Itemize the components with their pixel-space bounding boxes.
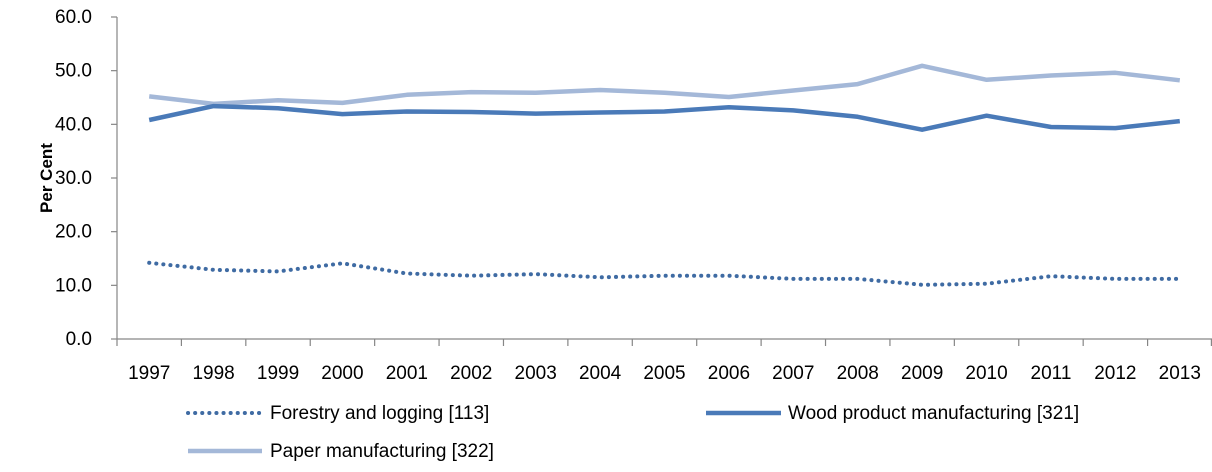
data-point-0-13 bbox=[984, 282, 988, 286]
data-point-2-13 bbox=[984, 78, 988, 82]
y-tick-label: 30.0 bbox=[55, 168, 92, 189]
data-point-2-11 bbox=[856, 82, 860, 86]
x-axis-ticks: 1997 1998 1999 2000 2001 2002 2003 2004 2005 2006… bbox=[116, 339, 1212, 384]
data-point-0-7 bbox=[598, 275, 602, 279]
data-point-1-4 bbox=[405, 109, 409, 113]
data-point-0-10 bbox=[791, 277, 795, 281]
data-point-0-14 bbox=[1049, 274, 1053, 278]
data-point-1-14 bbox=[1049, 125, 1053, 129]
legend-label-2: Paper manufacturing [322] bbox=[270, 441, 494, 462]
data-point-0-5 bbox=[469, 273, 473, 277]
data-point-2-9 bbox=[727, 95, 731, 99]
x-tick-label: 2009 bbox=[901, 363, 943, 384]
y-tick-label: 0.0 bbox=[66, 329, 92, 350]
data-point-2-14 bbox=[1049, 73, 1053, 77]
data-point-0-1 bbox=[211, 268, 215, 272]
data-point-1-16 bbox=[1178, 119, 1182, 123]
data-point-2-15 bbox=[1113, 71, 1117, 75]
x-tick-label: 2005 bbox=[643, 363, 685, 384]
data-point-1-8 bbox=[662, 109, 666, 113]
data-point-0-16 bbox=[1178, 277, 1182, 281]
data-point-0-8 bbox=[662, 273, 666, 277]
data-point-1-2 bbox=[276, 106, 280, 110]
axes bbox=[116, 17, 1212, 340]
data-point-2-12 bbox=[920, 64, 924, 68]
data-point-1-12 bbox=[920, 128, 924, 132]
data-point-1-13 bbox=[984, 114, 988, 118]
y-tick-label: 40.0 bbox=[55, 114, 92, 135]
data-point-1-5 bbox=[469, 110, 473, 114]
x-tick-label: 1998 bbox=[192, 363, 234, 384]
data-point-2-8 bbox=[662, 90, 666, 94]
legend-label-0: Forestry and logging [113] bbox=[270, 403, 489, 424]
data-point-1-6 bbox=[533, 111, 537, 115]
data-point-2-10 bbox=[791, 88, 795, 92]
data-point-2-5 bbox=[469, 90, 473, 94]
data-point-2-7 bbox=[598, 88, 602, 92]
legend: Forestry and logging [113] Wood product m… bbox=[186, 403, 1079, 462]
data-point-1-1 bbox=[211, 104, 215, 108]
x-tick-label: 2011 bbox=[1031, 363, 1072, 384]
y-tick-label: 20.0 bbox=[55, 222, 92, 243]
data-point-2-4 bbox=[405, 93, 409, 97]
x-tick-label: 2007 bbox=[772, 363, 814, 384]
data-point-0-15 bbox=[1113, 277, 1117, 281]
y-tick-label: 10.0 bbox=[55, 275, 92, 296]
x-tick-label: 2006 bbox=[708, 363, 750, 384]
data-point-1-7 bbox=[598, 110, 602, 114]
data-point-1-15 bbox=[1113, 126, 1117, 130]
data-point-0-12 bbox=[920, 283, 924, 287]
x-tick-label: 2012 bbox=[1094, 363, 1136, 384]
data-point-0-6 bbox=[533, 272, 537, 276]
y-axis-ticks: 0.0 10.0 20.0 30.0 40.0 50.0 60.0 bbox=[55, 7, 117, 350]
series-line-1 bbox=[148, 103, 1181, 132]
series-layer bbox=[147, 63, 1182, 287]
data-point-1-0 bbox=[147, 118, 151, 122]
data-point-2-0 bbox=[147, 94, 151, 98]
legend-label-1: Wood product manufacturing [321] bbox=[788, 403, 1079, 424]
x-tick-label: 2003 bbox=[515, 363, 557, 384]
y-axis-title: Per Cent bbox=[37, 143, 56, 213]
data-point-1-9 bbox=[727, 105, 731, 109]
data-point-0-2 bbox=[276, 269, 280, 273]
series-line-2 bbox=[148, 63, 1181, 107]
x-tick-label: 2000 bbox=[321, 363, 363, 384]
x-tick-label: 2010 bbox=[965, 363, 1007, 384]
data-point-0-0 bbox=[147, 261, 151, 265]
data-point-1-3 bbox=[340, 112, 344, 116]
data-point-2-16 bbox=[1178, 78, 1182, 82]
x-tick-label: 1997 bbox=[128, 363, 170, 384]
data-point-2-6 bbox=[533, 90, 537, 94]
x-tick-label: 1999 bbox=[257, 363, 299, 384]
x-tick-label: 2001 bbox=[386, 363, 428, 384]
data-point-0-4 bbox=[405, 271, 409, 275]
data-point-1-10 bbox=[791, 108, 795, 112]
data-point-2-2 bbox=[276, 98, 280, 102]
x-tick-label: 2013 bbox=[1159, 363, 1201, 384]
series-line-0 bbox=[147, 260, 1182, 287]
x-tick-label: 2002 bbox=[450, 363, 492, 384]
x-tick-label: 2004 bbox=[579, 363, 622, 384]
y-tick-label: 60.0 bbox=[55, 7, 92, 28]
data-point-0-11 bbox=[856, 277, 860, 281]
data-point-0-3 bbox=[340, 261, 344, 265]
data-point-1-11 bbox=[856, 115, 860, 119]
data-point-0-9 bbox=[727, 273, 731, 277]
data-point-2-3 bbox=[340, 101, 344, 105]
y-tick-label: 50.0 bbox=[55, 61, 92, 82]
x-tick-label: 2008 bbox=[837, 363, 879, 384]
